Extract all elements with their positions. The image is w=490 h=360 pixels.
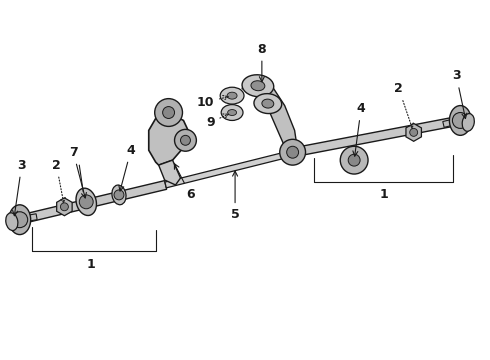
Ellipse shape: [251, 81, 265, 91]
Circle shape: [60, 203, 69, 211]
Circle shape: [180, 135, 191, 145]
Ellipse shape: [227, 92, 237, 99]
Polygon shape: [19, 181, 167, 224]
Polygon shape: [159, 160, 180, 185]
Polygon shape: [443, 118, 461, 127]
Text: 8: 8: [258, 42, 266, 82]
Circle shape: [452, 113, 468, 129]
Circle shape: [12, 212, 28, 228]
Ellipse shape: [221, 105, 243, 121]
Polygon shape: [406, 123, 421, 141]
Ellipse shape: [6, 213, 18, 230]
Ellipse shape: [449, 105, 471, 135]
Circle shape: [410, 129, 417, 136]
Circle shape: [280, 139, 306, 165]
Circle shape: [79, 195, 93, 209]
Ellipse shape: [242, 75, 274, 97]
Ellipse shape: [76, 188, 97, 216]
Text: 1: 1: [380, 188, 388, 201]
Text: 1: 1: [87, 258, 96, 271]
Text: 3: 3: [13, 159, 26, 216]
Text: 2: 2: [394, 82, 413, 129]
Text: 4: 4: [353, 102, 366, 156]
Polygon shape: [57, 198, 72, 216]
Text: 3: 3: [452, 69, 467, 118]
Circle shape: [287, 146, 298, 158]
Polygon shape: [304, 116, 461, 154]
Ellipse shape: [262, 99, 274, 108]
Polygon shape: [149, 113, 191, 165]
Circle shape: [174, 129, 196, 151]
Text: 5: 5: [231, 171, 240, 221]
Ellipse shape: [9, 205, 31, 235]
Text: 10: 10: [196, 95, 228, 109]
Ellipse shape: [228, 109, 237, 116]
Text: 2: 2: [52, 159, 65, 203]
Ellipse shape: [112, 185, 126, 205]
Circle shape: [155, 99, 182, 126]
Text: 4: 4: [119, 144, 135, 191]
Circle shape: [348, 154, 360, 166]
Text: 9: 9: [206, 114, 228, 129]
Polygon shape: [19, 214, 37, 222]
Ellipse shape: [254, 94, 282, 113]
Text: 6: 6: [174, 164, 195, 201]
Polygon shape: [165, 147, 305, 188]
Circle shape: [114, 190, 124, 200]
Circle shape: [163, 107, 174, 118]
Text: 7: 7: [69, 146, 86, 198]
Circle shape: [340, 146, 368, 174]
Polygon shape: [242, 83, 297, 153]
Ellipse shape: [220, 87, 244, 104]
Ellipse shape: [462, 114, 474, 131]
